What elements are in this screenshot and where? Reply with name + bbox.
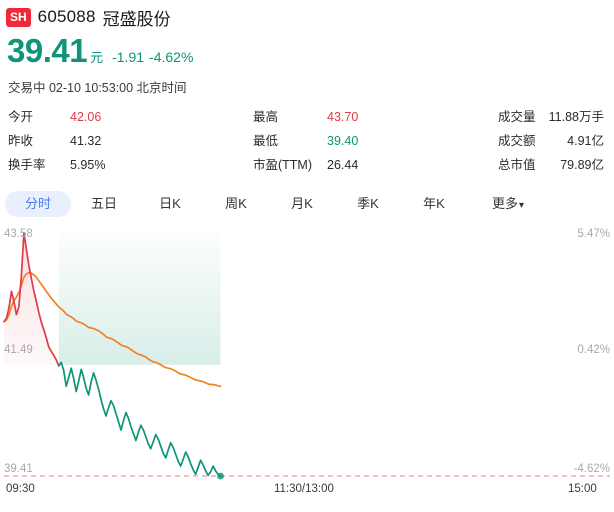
stat-value: 79.89亿 xyxy=(560,157,604,172)
stat-label: 最高 xyxy=(253,109,279,124)
current-price: 39.41 xyxy=(7,32,88,69)
stat-value: 26.44 xyxy=(327,157,359,172)
stat-label: 成交量 xyxy=(498,109,536,124)
tab-fenshi[interactable]: 分时 xyxy=(5,191,71,217)
price-block: 39.41 元 -1.91 -4.62% xyxy=(0,34,614,68)
tab-wuri[interactable]: 五日 xyxy=(90,196,117,211)
tab-more-label: 更多 xyxy=(491,196,518,211)
stat-turnover-amount: 成交额 4.91亿 xyxy=(498,130,604,149)
stats-grid: 今开 42.06 最高 43.70 成交量 11.88万手 昨收 41.32 最… xyxy=(0,103,614,175)
stat-pe-ttm: 市盈(TTM) 26.44 xyxy=(253,154,498,173)
stat-value: 4.91亿 xyxy=(567,133,604,148)
chart-canvas xyxy=(3,232,610,480)
price-change-percent: -4.62% xyxy=(149,49,194,65)
x-tick-open: 09:30 xyxy=(6,483,35,495)
stat-label: 总市值 xyxy=(498,157,536,172)
tab-more[interactable]: 更多▾ xyxy=(473,191,543,217)
stat-turnover-rate: 换手率 5.95% xyxy=(8,154,253,173)
y-axis-label-top-right: 5.47% xyxy=(577,228,610,240)
stat-prev-close: 昨收 41.32 xyxy=(8,130,253,149)
x-tick-mid: 11:30/13:00 xyxy=(274,483,334,495)
chart-period-tabs: 分时 五日 日K 周K 月K 季K 年K 更多▾ xyxy=(0,189,614,219)
stat-label: 市盈(TTM) xyxy=(253,157,313,172)
y-axis-label-top-left: 43.58 xyxy=(4,228,33,240)
y-axis-label-bottom-left: 39.41 xyxy=(4,463,33,475)
stats-row: 昨收 41.32 最低 39.40 成交额 4.91亿 xyxy=(8,127,606,151)
stat-value: 42.06 xyxy=(70,109,102,124)
stat-value: 41.32 xyxy=(70,133,102,148)
stat-open: 今开 42.06 xyxy=(8,106,253,125)
y-axis-label-mid-right: 0.42% xyxy=(577,344,610,356)
stats-row: 换手率 5.95% 市盈(TTM) 26.44 总市值 79.89亿 xyxy=(8,151,606,175)
stat-label: 昨收 xyxy=(8,133,34,148)
stat-value: 43.70 xyxy=(327,109,359,124)
stock-name: 冠盛股份 xyxy=(102,9,171,29)
stat-market-cap: 总市值 79.89亿 xyxy=(498,154,604,173)
stock-header: SH 605088 冠盛股份 xyxy=(0,0,614,29)
stat-value: 5.95% xyxy=(70,157,106,172)
stat-high: 最高 43.70 xyxy=(253,106,498,125)
stat-label: 最低 xyxy=(253,133,279,148)
tab-daily-k[interactable]: 日K xyxy=(159,196,181,211)
exchange-badge: SH xyxy=(6,7,31,27)
x-tick-close: 15:00 xyxy=(568,483,597,495)
intraday-chart[interactable]: 43.58 41.49 39.41 5.47% 0.42% -4.62% 09:… xyxy=(0,225,614,505)
stat-low: 最低 39.40 xyxy=(253,130,498,149)
price-unit: 元 xyxy=(90,50,104,65)
stat-value: 39.40 xyxy=(327,133,359,148)
tab-quarterly-k[interactable]: 季K xyxy=(357,196,379,211)
x-axis: 09:30 11:30/13:00 15:00 xyxy=(0,483,614,503)
y-axis-label-mid-left: 41.49 xyxy=(4,344,33,356)
tab-weekly-k[interactable]: 周K xyxy=(225,196,247,211)
stat-value: 11.88万手 xyxy=(548,109,604,124)
stat-label: 今开 xyxy=(8,109,34,124)
stat-volume: 成交量 11.88万手 xyxy=(498,106,604,125)
market-status: 交易中 02-10 10:53:00 北京时间 xyxy=(8,81,187,95)
tab-monthly-k[interactable]: 月K xyxy=(291,196,313,211)
stock-code: 605088 xyxy=(37,7,96,26)
stats-row: 今开 42.06 最高 43.70 成交量 11.88万手 xyxy=(8,103,606,127)
stat-label: 成交额 xyxy=(498,133,536,148)
price-change: -1.91 xyxy=(112,49,145,65)
tab-yearly-k[interactable]: 年K xyxy=(423,196,445,211)
chevron-down-icon: ▾ xyxy=(518,200,525,211)
stat-label: 换手率 xyxy=(8,157,46,172)
y-axis-label-bottom-right: -4.62% xyxy=(573,463,610,475)
